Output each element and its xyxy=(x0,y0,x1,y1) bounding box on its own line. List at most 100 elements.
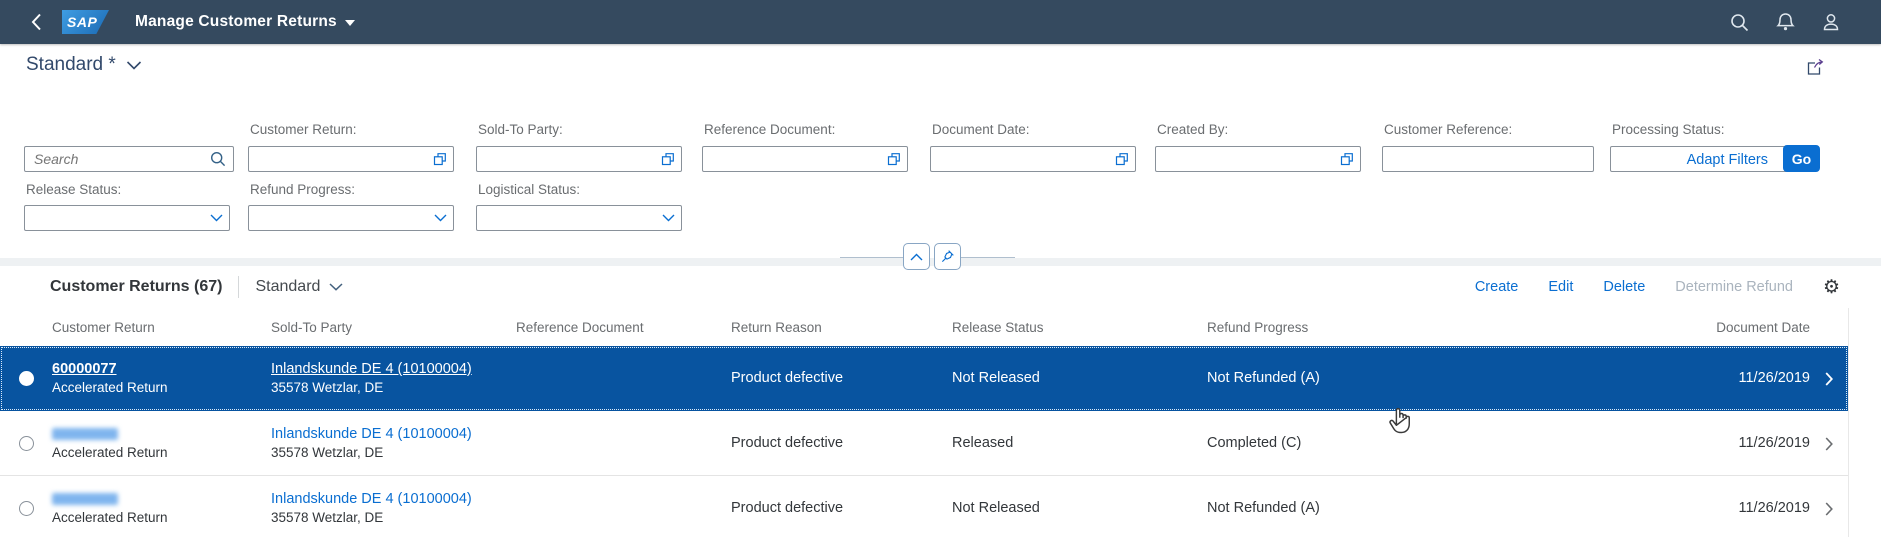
customer-return-cell: 60000077 Accelerated Return xyxy=(52,346,271,411)
sold-to-cell: Inlandskunde DE 4 (10100004) 35578 Wetzl… xyxy=(271,346,516,411)
header-release-status[interactable]: Release Status xyxy=(952,319,1044,335)
table-header-row: Customer Return Sold-To Party Reference … xyxy=(0,308,1848,346)
logistical-status-select[interactable] xyxy=(476,205,682,231)
search-field[interactable] xyxy=(24,146,234,172)
radio-selected[interactable] xyxy=(18,371,34,386)
delete-button[interactable]: Delete xyxy=(1603,279,1646,295)
row-nav-chevron[interactable] xyxy=(1810,411,1848,476)
bell-icon[interactable] xyxy=(1773,10,1797,34)
sold-to-party-input[interactable] xyxy=(476,146,682,172)
filter-label-customer-reference: Customer Reference: xyxy=(1384,122,1513,137)
customer-reference-input[interactable] xyxy=(1382,146,1594,172)
row-nav-chevron[interactable] xyxy=(1810,476,1848,537)
document-date-cell: 11/26/2019 xyxy=(1738,435,1811,451)
filter-label-sold-to-party: Sold-To Party: xyxy=(478,122,563,137)
sold-to-link[interactable]: Inlandskunde DE 4 (10100004) xyxy=(271,491,472,507)
created-by-input[interactable] xyxy=(1155,146,1361,172)
adapt-filters-link[interactable]: Adapt Filters xyxy=(1686,152,1768,168)
value-help-icon[interactable] xyxy=(887,152,901,166)
release-status-cell: Released xyxy=(952,435,1014,451)
refund-progress-cell: Completed (C) xyxy=(1207,435,1302,451)
value-help-icon[interactable] xyxy=(1340,152,1354,166)
edit-button[interactable]: Edit xyxy=(1548,279,1574,295)
filter-label-processing-status: Processing Status: xyxy=(1612,122,1725,137)
redacted-customer-return[interactable] xyxy=(52,428,118,440)
chevron-down-icon xyxy=(344,20,355,26)
pin-filter-bar-button[interactable] xyxy=(934,243,961,270)
return-reason-cell: Product defective xyxy=(731,435,844,451)
return-reason-cell: Product defective xyxy=(731,370,844,386)
release-status-cell: Not Released xyxy=(952,370,1040,386)
variant-selector[interactable]: Standard * xyxy=(26,54,142,76)
table-row[interactable]: Accelerated Return Inlandskunde DE 4 (10… xyxy=(0,476,1848,537)
chevron-right-icon xyxy=(1825,371,1833,386)
chevron-up-icon xyxy=(910,253,923,260)
person-icon[interactable] xyxy=(1819,10,1843,34)
sold-to-address-text: 35578 Wetzlar, DE xyxy=(271,380,384,395)
row-select-cell[interactable] xyxy=(0,346,52,411)
collapse-filter-bar-button[interactable] xyxy=(903,243,930,270)
header-customer-return[interactable]: Customer Return xyxy=(52,319,155,335)
sold-to-link[interactable]: Inlandskunde DE 4 (10100004) xyxy=(271,361,472,377)
table-settings-gear-icon[interactable]: ⚙ xyxy=(1822,276,1840,298)
value-help-icon[interactable] xyxy=(1115,152,1129,166)
sold-to-cell: Inlandskunde DE 4 (10100004) 35578 Wetzl… xyxy=(271,476,516,537)
redacted-customer-return[interactable] xyxy=(52,493,118,505)
refund-progress-cell: Not Refunded (A) xyxy=(1207,370,1320,386)
shell-bar: SAP Manage Customer Returns xyxy=(0,0,1881,44)
header-reference-document[interactable]: Reference Document xyxy=(516,319,644,335)
release-status-select[interactable] xyxy=(24,205,230,231)
variant-title: Standard * xyxy=(26,54,116,75)
scrollbar-track[interactable] xyxy=(1848,308,1881,537)
sap-logo-text: SAP xyxy=(67,14,98,30)
radio-unselected[interactable] xyxy=(18,501,34,516)
row-nav-chevron[interactable] xyxy=(1810,346,1848,411)
document-date-input[interactable] xyxy=(930,146,1136,172)
app-title-menu[interactable]: Manage Customer Returns xyxy=(135,13,355,31)
header-document-date[interactable]: Document Date xyxy=(1716,319,1810,335)
divider-line xyxy=(840,257,904,258)
back-button[interactable] xyxy=(14,13,58,31)
create-button[interactable]: Create xyxy=(1474,279,1519,295)
chevron-right-icon xyxy=(1825,501,1833,516)
row-select-cell[interactable] xyxy=(0,411,52,476)
search-icon[interactable] xyxy=(1727,10,1751,34)
toolbar-separator xyxy=(238,276,240,298)
sold-to-link[interactable]: Inlandskunde DE 4 (10100004) xyxy=(271,426,472,442)
search-input[interactable] xyxy=(25,151,210,167)
table-row[interactable]: 60000077 Accelerated Return Inlandskunde… xyxy=(0,346,1848,411)
customer-return-link[interactable]: 60000077 xyxy=(52,361,117,377)
share-icon[interactable] xyxy=(1806,57,1825,81)
reference-document-input[interactable] xyxy=(702,146,908,172)
filter-label-release-status: Release Status: xyxy=(26,182,122,197)
search-icon[interactable] xyxy=(210,151,233,167)
radio-unselected[interactable] xyxy=(18,436,34,451)
chevron-down-icon xyxy=(434,214,447,222)
row-select-cell[interactable] xyxy=(0,476,52,537)
chevron-down-icon xyxy=(329,283,343,291)
return-type-text: Accelerated Return xyxy=(52,380,168,395)
pin-icon xyxy=(941,250,954,263)
reference-document-cell xyxy=(516,346,731,411)
sold-to-cell: Inlandskunde DE 4 (10100004) 35578 Wetzl… xyxy=(271,411,516,476)
value-help-icon[interactable] xyxy=(661,152,675,166)
back-chevron-icon xyxy=(31,13,41,31)
table-actions: Create Edit Delete Determine Refund ⚙ xyxy=(1475,278,1881,297)
table-row[interactable]: Accelerated Return Inlandskunde DE 4 (10… xyxy=(0,411,1848,476)
refund-progress-select[interactable] xyxy=(248,205,454,231)
app-title: Manage Customer Returns xyxy=(135,13,337,30)
chevron-down-icon xyxy=(126,60,141,70)
value-help-icon[interactable] xyxy=(433,152,447,166)
customer-return-input[interactable] xyxy=(248,146,454,172)
header-sold-to-party[interactable]: Sold-To Party xyxy=(271,319,353,335)
table-variant-selector[interactable]: Standard xyxy=(255,278,343,296)
return-type-text: Accelerated Return xyxy=(52,445,168,460)
filter-label-created-by: Created By: xyxy=(1157,122,1229,137)
customer-return-cell: Accelerated Return xyxy=(52,411,271,476)
release-status-cell: Not Released xyxy=(952,500,1040,516)
header-refund-progress[interactable]: Refund Progress xyxy=(1207,319,1309,335)
chevron-right-icon xyxy=(1825,436,1833,451)
go-button[interactable]: Go xyxy=(1783,145,1820,172)
header-return-reason[interactable]: Return Reason xyxy=(731,319,822,335)
